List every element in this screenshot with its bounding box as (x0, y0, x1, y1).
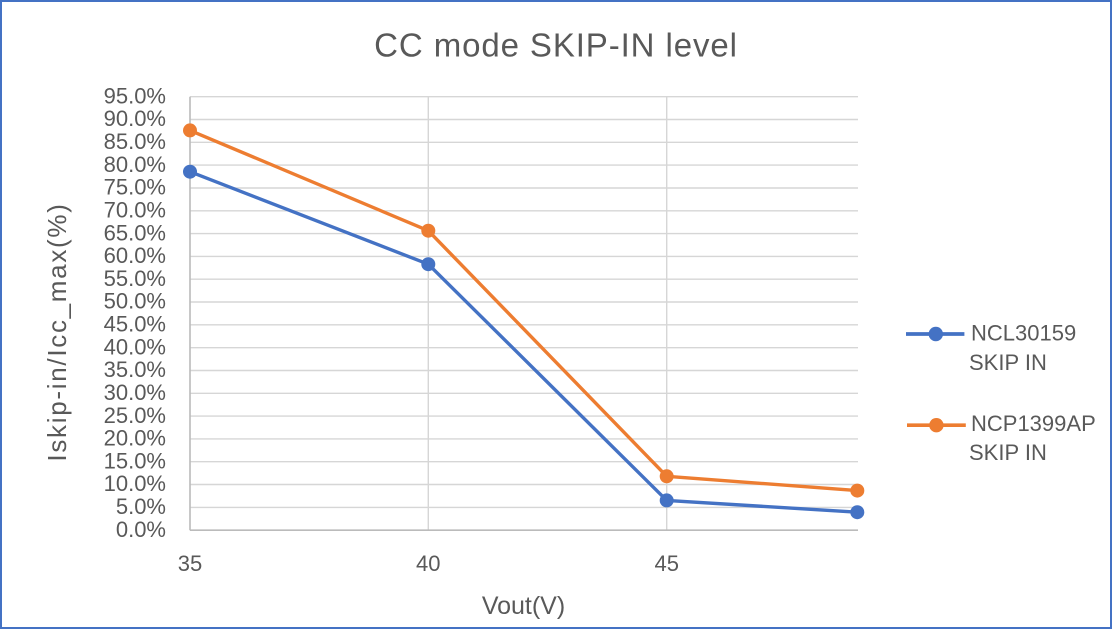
svg-text:30.0%: 30.0% (104, 380, 166, 405)
svg-text:35.0%: 35.0% (104, 357, 166, 382)
svg-text:SKIP IN: SKIP IN (969, 350, 1047, 375)
svg-text:CC mode SKIP-IN level: CC mode SKIP-IN level (374, 27, 738, 64)
svg-text:10.0%: 10.0% (104, 471, 166, 496)
svg-text:20.0%: 20.0% (104, 426, 166, 451)
svg-text:85.0%: 85.0% (104, 129, 166, 154)
svg-text:15.0%: 15.0% (104, 448, 166, 473)
svg-text:Vout(V): Vout(V) (482, 592, 565, 620)
svg-text:45.0%: 45.0% (104, 312, 166, 337)
svg-text:55.0%: 55.0% (104, 266, 166, 291)
svg-text:Iskip-in/Icc_max(%): Iskip-in/Icc_max(%) (42, 202, 72, 461)
svg-text:NCP1399AP: NCP1399AP (971, 411, 1096, 436)
svg-text:40: 40 (416, 551, 440, 576)
svg-text:90.0%: 90.0% (104, 106, 166, 131)
svg-text:65.0%: 65.0% (104, 220, 166, 245)
svg-text:45: 45 (654, 551, 678, 576)
svg-text:5.0%: 5.0% (116, 494, 166, 519)
svg-text:70.0%: 70.0% (104, 198, 166, 223)
svg-text:SKIP IN: SKIP IN (969, 440, 1047, 465)
svg-text:80.0%: 80.0% (104, 152, 166, 177)
svg-text:75.0%: 75.0% (104, 175, 166, 200)
svg-text:60.0%: 60.0% (104, 243, 166, 268)
svg-text:35: 35 (178, 551, 202, 576)
svg-text:NCL30159: NCL30159 (971, 321, 1076, 346)
svg-text:95.0%: 95.0% (104, 83, 166, 108)
svg-text:40.0%: 40.0% (104, 334, 166, 359)
svg-text:50.0%: 50.0% (104, 289, 166, 314)
svg-text:0.0%: 0.0% (116, 517, 166, 542)
svg-text:25.0%: 25.0% (104, 403, 166, 428)
